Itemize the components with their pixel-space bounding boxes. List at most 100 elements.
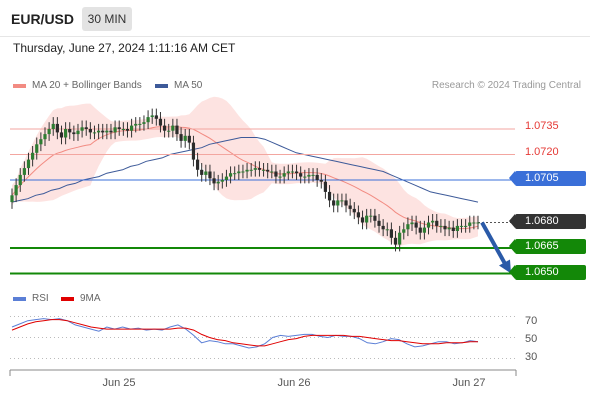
forecast-arrow-head bbox=[499, 259, 511, 274]
candle-body bbox=[35, 144, 39, 153]
candle-body bbox=[332, 200, 336, 206]
x-label-jun26: Jun 26 bbox=[277, 377, 311, 389]
candle-body bbox=[59, 132, 64, 138]
candle-body bbox=[146, 117, 150, 123]
candle-body bbox=[426, 222, 431, 228]
candle-body bbox=[26, 159, 31, 169]
candle-body bbox=[476, 222, 480, 224]
candle-body bbox=[10, 195, 14, 203]
candle-body bbox=[195, 159, 200, 170]
rsi-ma-legend-label: 9MA bbox=[80, 293, 101, 304]
candle-body bbox=[216, 181, 220, 184]
rsi-ma-swatch bbox=[61, 296, 74, 301]
candle-body bbox=[307, 174, 311, 177]
candle-body bbox=[31, 152, 35, 160]
candle-body bbox=[253, 168, 257, 170]
candle-body bbox=[431, 220, 435, 223]
candle-body bbox=[435, 220, 439, 226]
candle-body bbox=[402, 229, 406, 233]
candle-body bbox=[245, 169, 249, 172]
candle-body bbox=[447, 227, 451, 230]
candle-body bbox=[451, 227, 455, 231]
pivot-price-tag: 1.0705 bbox=[509, 171, 586, 186]
support-1-tag: 1.0665 bbox=[509, 239, 586, 254]
candle-body bbox=[113, 127, 117, 133]
candle-body bbox=[22, 168, 26, 175]
candle-body bbox=[270, 171, 274, 173]
ma20-line bbox=[11, 126, 479, 230]
rsi-line bbox=[11, 318, 479, 349]
candle-body bbox=[286, 171, 290, 174]
candle-body bbox=[422, 227, 426, 233]
rsi-level-50: 50 bbox=[525, 333, 538, 345]
candle-body bbox=[134, 123, 138, 126]
candle-body bbox=[183, 135, 187, 141]
candle-body bbox=[237, 171, 241, 174]
candle-body bbox=[385, 229, 389, 231]
candle-body bbox=[340, 200, 344, 202]
candle-body bbox=[241, 171, 245, 173]
candle-body bbox=[51, 123, 55, 129]
ma50-line bbox=[11, 137, 479, 203]
candle-body bbox=[377, 220, 381, 226]
candle-body bbox=[101, 130, 105, 133]
candle-body bbox=[121, 129, 125, 130]
ma50-legend: MA 50 bbox=[155, 80, 202, 91]
candle-body bbox=[125, 129, 130, 131]
candle-body bbox=[398, 232, 402, 245]
current-price-tag: 1.0680 bbox=[509, 214, 586, 229]
ma20-legend-label: MA 20 + Bollinger Bands bbox=[32, 80, 142, 91]
candle-body bbox=[294, 171, 299, 174]
candle-body bbox=[187, 135, 191, 143]
candle-body bbox=[406, 224, 410, 230]
candle-body bbox=[162, 125, 167, 131]
candle-body bbox=[393, 237, 398, 245]
candle-body bbox=[464, 225, 468, 227]
symbol-label: EUR/USD bbox=[11, 11, 75, 27]
candle-body bbox=[336, 200, 340, 206]
candle-body bbox=[282, 173, 286, 177]
candle-body bbox=[39, 139, 43, 145]
candle-body bbox=[468, 222, 472, 226]
candle-body bbox=[319, 180, 323, 182]
candle-body bbox=[352, 208, 356, 213]
candle-body bbox=[212, 178, 216, 184]
candle-body bbox=[356, 212, 361, 218]
rsi-legend: RSI bbox=[13, 293, 49, 304]
candle-body bbox=[257, 168, 262, 170]
candle-body bbox=[228, 173, 233, 177]
candle-body bbox=[459, 225, 464, 227]
candle-body bbox=[369, 215, 373, 217]
x-label-jun25: Jun 25 bbox=[102, 377, 136, 389]
rsi-ma-legend: 9MA bbox=[61, 293, 101, 304]
candle-body bbox=[348, 205, 352, 209]
candle-body bbox=[344, 200, 348, 206]
candle-body bbox=[191, 142, 196, 160]
candle-body bbox=[179, 134, 183, 141]
candle-body bbox=[129, 125, 134, 131]
resistance-1-label: 1.0720 bbox=[525, 146, 559, 158]
rsi-level-70: 70 bbox=[525, 315, 538, 327]
research-credit: Research © 2024 Trading Central bbox=[431, 80, 581, 91]
candle-body bbox=[299, 173, 303, 177]
rsi-ma-line bbox=[11, 319, 478, 347]
rsi-level-30: 30 bbox=[525, 351, 538, 363]
candle-body bbox=[175, 125, 179, 135]
ma50-swatch bbox=[155, 83, 168, 88]
candle-body bbox=[154, 115, 158, 119]
candle-body bbox=[327, 191, 332, 201]
candle-body bbox=[373, 215, 377, 221]
ma20-legend: MA 20 + Bollinger Bands bbox=[13, 80, 142, 91]
candle-body bbox=[311, 174, 315, 176]
candle-body bbox=[64, 129, 68, 138]
candle-body bbox=[290, 171, 295, 173]
candle-body bbox=[439, 225, 443, 227]
candle-body bbox=[97, 130, 101, 133]
candle-body bbox=[472, 222, 476, 224]
timeframe-badge[interactable]: 30 MIN bbox=[82, 7, 132, 31]
candle-body bbox=[410, 222, 414, 225]
candle-body bbox=[208, 171, 212, 179]
candle-body bbox=[266, 169, 270, 172]
candle-body bbox=[200, 169, 204, 175]
